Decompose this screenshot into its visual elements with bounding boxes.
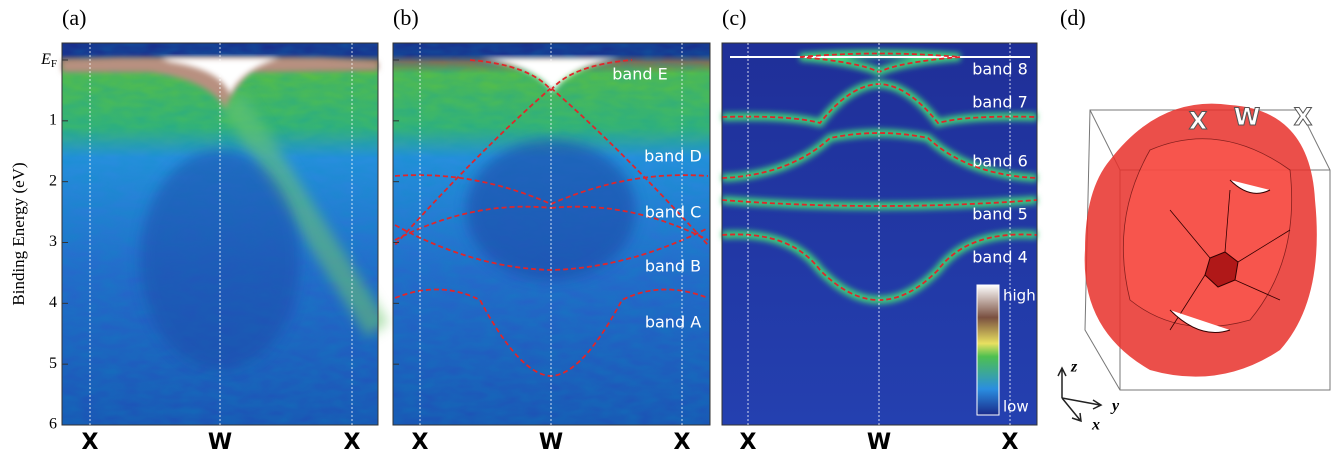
panel-label: (c)	[722, 5, 746, 30]
y-tick-label: 5	[49, 355, 57, 372]
axis-label: z	[1070, 359, 1078, 376]
band-label: band B	[645, 257, 701, 276]
x-label: X	[740, 430, 757, 455]
x-label: X	[82, 430, 99, 455]
panels: high low	[61, 42, 1331, 426]
y-tick-label: EF	[40, 51, 57, 70]
x-label: X	[1002, 430, 1019, 455]
band-label: band 4	[972, 248, 1028, 267]
intensity	[480, 58, 620, 92]
y-tick-label: 6	[49, 416, 57, 433]
x-label: W	[867, 430, 891, 455]
band-label: band E	[612, 65, 667, 84]
y-tick-label: 2	[49, 172, 57, 189]
tick-sub: F	[51, 58, 57, 70]
band-label: band 6	[972, 152, 1028, 171]
y-axis-label: Binding Energy (eV)	[9, 162, 28, 305]
fermi-surface	[1084, 103, 1331, 391]
point-label: X	[1294, 103, 1313, 131]
intensity	[221, 93, 389, 337]
band-label: band C	[645, 203, 702, 222]
y-tick-label: 4	[49, 294, 57, 311]
axis-label: y	[1110, 398, 1120, 415]
x-label: W	[539, 430, 563, 455]
x-label: X	[344, 430, 361, 455]
x-label: W	[208, 430, 232, 455]
x-label: X	[412, 430, 429, 455]
band-label: band 5	[972, 205, 1028, 224]
colorbar-low: low	[1003, 398, 1029, 416]
y-tick-label: 1	[49, 112, 57, 129]
x-label: X	[674, 430, 691, 455]
colorbar-high: high	[1003, 287, 1036, 305]
panel-label: (b)	[393, 5, 419, 30]
panel-label: (d)	[1060, 5, 1086, 30]
tick-main: E	[40, 51, 51, 68]
band-label: band D	[644, 147, 702, 166]
band-label: band 7	[972, 93, 1028, 112]
band-label: band 8	[972, 60, 1028, 79]
colorbar	[976, 284, 1000, 416]
point-label: W	[1234, 103, 1260, 131]
y-tick-label: 3	[49, 233, 57, 250]
axis-label: x	[1091, 417, 1100, 434]
axes-arrows	[1057, 366, 1103, 423]
band-label: band A	[645, 313, 701, 332]
intensity	[466, 140, 636, 280]
point-label: X	[1189, 107, 1208, 135]
panel-label: (a)	[62, 5, 86, 30]
